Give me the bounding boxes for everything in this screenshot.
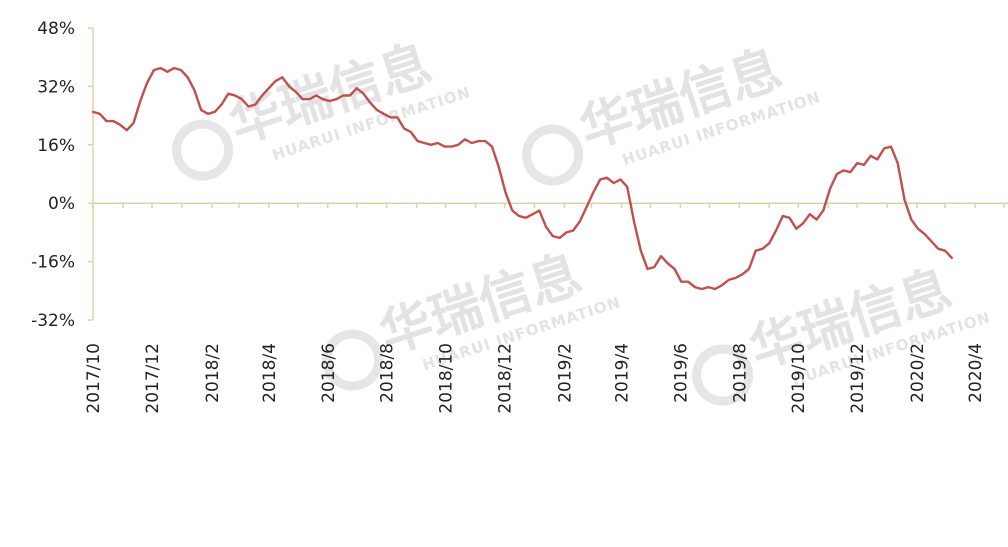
x-tick-label: 2020/2 [908, 343, 928, 403]
series-layer [91, 66, 953, 291]
y-tick-label: 32% [37, 77, 75, 97]
x-tick-label: 2018/12 [496, 343, 516, 414]
x-tick-label: 2018/10 [437, 343, 457, 414]
x-tick-label: 2017/12 [143, 343, 163, 414]
x-tick-label: 2019/4 [612, 343, 632, 403]
series-line-1 [91, 66, 953, 291]
x-tick-label: 2018/2 [203, 343, 223, 403]
x-tick-label: 2019/6 [671, 343, 691, 403]
y-tick-labels: 48% 32% 16% 0% -16% -32% [31, 19, 75, 331]
x-tick-label: 2020/4 [966, 343, 986, 403]
x-tick-label: 2019/10 [789, 343, 809, 414]
x-tick-label: 2018/6 [319, 343, 339, 403]
watermark-logo [692, 344, 754, 406]
y-tick-label: -16% [31, 253, 75, 273]
x-tick-label: 2019/2 [555, 343, 575, 403]
watermark-logo [522, 124, 584, 186]
y-tick-label: 16% [37, 136, 75, 156]
y-tick-label: 48% [37, 19, 75, 39]
x-tick-label: 2018/4 [260, 343, 280, 403]
watermark-logo [322, 329, 384, 391]
x-tick-label: 2017/10 [84, 343, 104, 414]
x-tick-labels: 2017/10 2017/12 2018/2 2018/4 2018/6 2018/8 20… [84, 343, 986, 414]
watermark-logo [172, 119, 234, 181]
y-tick-label: -32% [31, 311, 75, 331]
chart-axes [88, 27, 1008, 321]
x-tick-label: 2019/8 [730, 343, 750, 403]
x-tick-label: 2018/8 [378, 343, 398, 403]
x-tick-label: 2019/12 [848, 343, 868, 414]
y-tick-label: 0% [48, 194, 75, 214]
